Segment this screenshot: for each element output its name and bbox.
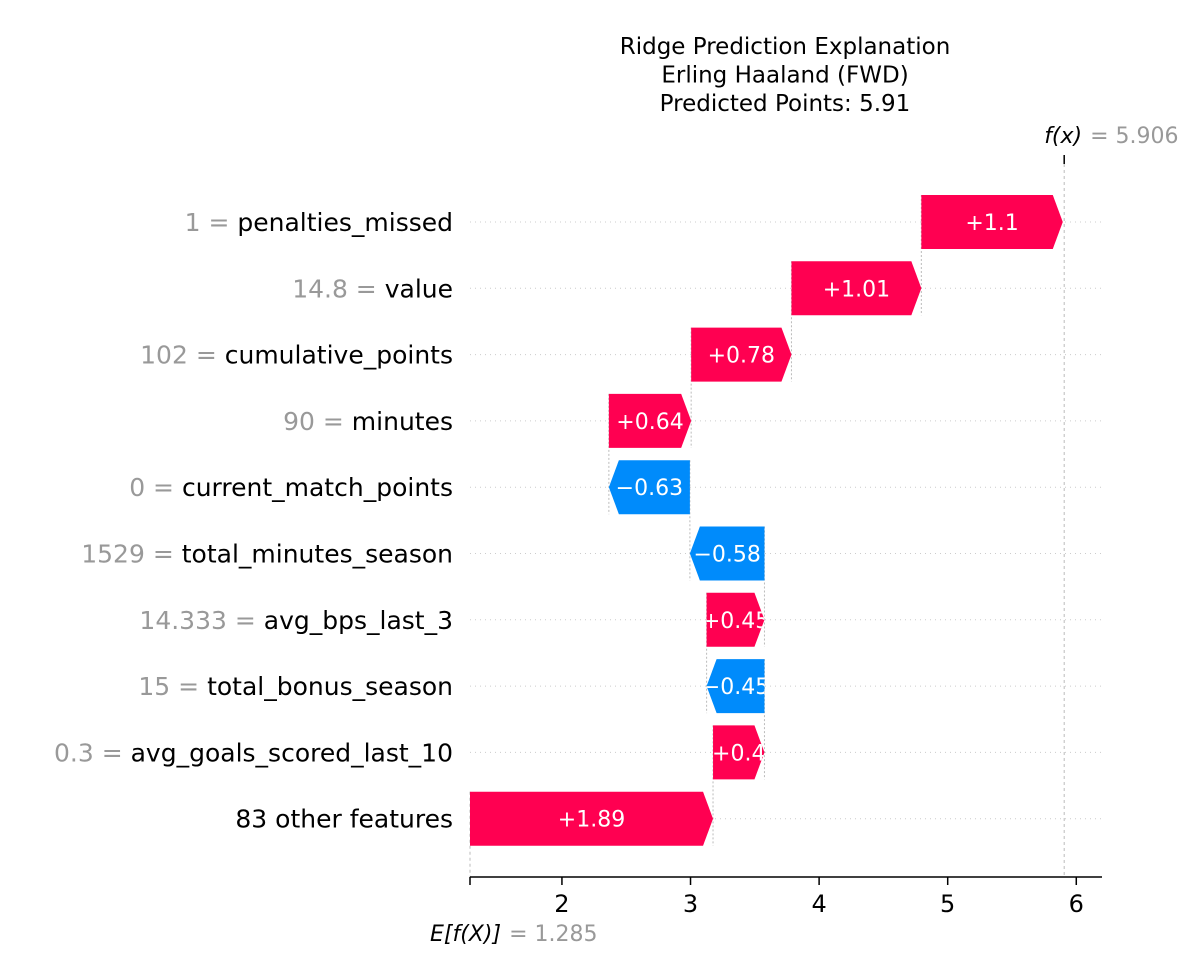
feature-label-7: 14.333 = avg_bps_last_3 <box>139 606 453 635</box>
x-tick-label-4: 4 <box>811 890 826 918</box>
x-tick-label-5: 5 <box>940 890 955 918</box>
bar-7 <box>706 592 765 647</box>
feature-label-6: 1529 = total_minutes_season <box>81 540 453 569</box>
feature-value: 0.3 = <box>54 738 123 767</box>
bar-1 <box>921 195 1063 249</box>
bar-3 <box>691 327 792 382</box>
bar-value-label-4: +0.64 <box>616 410 683 435</box>
feature-label-1: 1 = penalties_missed <box>185 208 453 237</box>
title-line-2: Erling Haaland (FWD) <box>661 63 908 89</box>
bar-value-label-10: +1.89 <box>558 808 625 833</box>
feature-name: total_bonus_season <box>207 672 453 701</box>
feature-separator <box>174 540 182 569</box>
chart-title: Ridge Prediction Explanation Erling Haala… <box>620 34 951 117</box>
efx-label: E[f(X)] = 1.285 <box>430 922 597 947</box>
feature-separator <box>123 738 131 767</box>
x-tick-label-2: 2 <box>554 890 569 918</box>
feature-separator <box>217 341 225 370</box>
bar-value-label-6: −0.58 <box>693 543 760 568</box>
feature-value: 14.333 = <box>139 606 255 635</box>
feature-name: cumulative_points <box>225 341 453 370</box>
feature-value: 1 = <box>185 208 230 237</box>
feature-label-9: 0.3 = avg_goals_scored_last_10 <box>54 738 453 767</box>
feature-value: 14.8 = <box>292 274 377 303</box>
feature-label-4: 90 = minutes <box>283 407 453 436</box>
bar-5 <box>608 460 690 515</box>
bar-2 <box>791 261 922 316</box>
x-axis: 2 3 4 5 6 E[f(X)] = 1.285 <box>430 876 1102 947</box>
bar-value-label-5: −0.63 <box>616 476 683 501</box>
feature-separator <box>199 672 207 701</box>
feature-label-10: 83 other features <box>235 805 453 834</box>
title-line-1: Ridge Prediction Explanation <box>620 34 951 60</box>
bar-8 <box>706 659 765 714</box>
feature-name: value <box>385 274 453 303</box>
feature-label-5: 0 = current_match_points <box>129 473 453 502</box>
reference-lines <box>469 158 1065 877</box>
title-line-3: Predicted Points: 5.91 <box>660 91 911 117</box>
bar-value-label-2: +1.01 <box>823 277 890 302</box>
feature-separator <box>174 473 182 502</box>
efx-value: = 1.285 <box>509 922 597 947</box>
bar-value-label-8: −0.45 <box>702 675 769 700</box>
row-gridlines <box>470 221 1102 820</box>
bar-value-label-3: +0.78 <box>708 344 775 369</box>
x-tick-label-6: 6 <box>1069 890 1084 918</box>
feature-separator <box>377 274 385 303</box>
contribution-bars: +1.1 +1.01 +0.78 +0.64 −0.63 −0.58 +0.45 −0.45 +… <box>470 195 1063 846</box>
feature-value: 90 = <box>283 407 344 436</box>
bar-4 <box>608 393 692 448</box>
feature-labels: 1 = penalties_missed 14.8 = value 102 = cu… <box>54 208 453 834</box>
feature-name: current_match_points <box>182 473 453 502</box>
bar-value-label-9: +0.4 <box>712 741 765 766</box>
feature-separator <box>256 606 264 635</box>
feature-label-2: 14.8 = value <box>292 274 453 303</box>
bar-9 <box>713 725 765 780</box>
feature-name: minutes <box>352 407 453 436</box>
fx-label: f(x) = 5.906 <box>1044 124 1178 149</box>
feature-value: 102 = <box>140 341 217 370</box>
bar-6 <box>689 526 765 581</box>
feature-name: avg_goals_scored_last_10 <box>131 738 453 767</box>
feature-name: avg_bps_last_3 <box>264 606 453 635</box>
fx-symbol: f(x) <box>1044 124 1082 149</box>
fx-value: = 5.906 <box>1090 124 1178 149</box>
x-tick-label-3: 3 <box>683 890 698 918</box>
feature-name: total_minutes_season <box>182 540 453 569</box>
feature-separator <box>344 407 352 436</box>
feature-name: penalties_missed <box>237 208 453 237</box>
bar-value-label-1: +1.1 <box>965 211 1018 236</box>
feature-label-8: 15 = total_bonus_season <box>138 672 453 701</box>
feature-separator <box>229 208 237 237</box>
output-value-annotation: f(x) = 5.906 <box>1044 124 1179 164</box>
feature-value: 1529 = <box>81 540 174 569</box>
feature-value: 15 = <box>138 672 199 701</box>
feature-name: 83 other features <box>235 805 453 834</box>
bar-10 <box>470 791 714 846</box>
feature-label-3: 102 = cumulative_points <box>140 341 453 370</box>
efx-symbol: E[f(X)] <box>430 922 501 947</box>
bar-value-label-7: +0.45 <box>702 609 769 634</box>
feature-value: 0 = <box>129 473 174 502</box>
